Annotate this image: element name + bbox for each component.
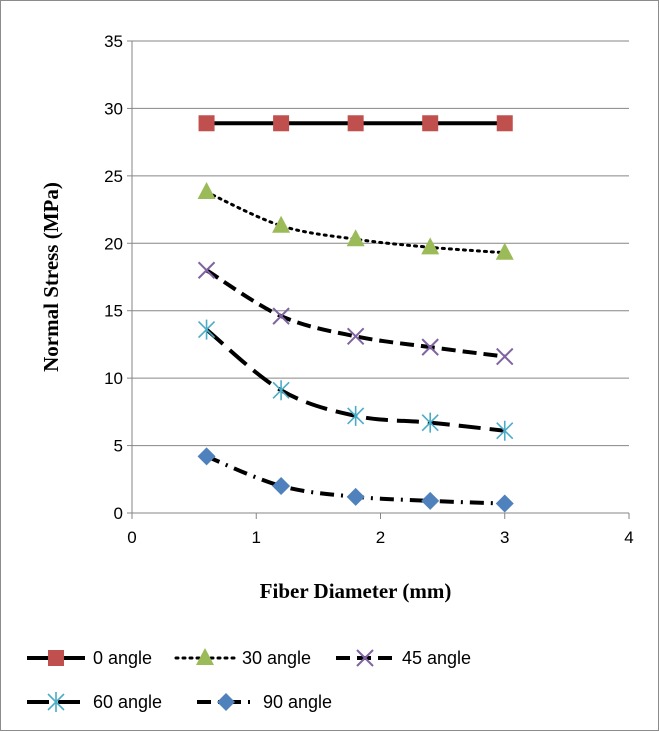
- data-point: [347, 115, 364, 132]
- series-line: [205, 268, 506, 359]
- data-point: [197, 447, 216, 466]
- legend-label: 45 angle: [402, 648, 471, 668]
- series-90-angle: [197, 447, 514, 513]
- data-point: [496, 115, 513, 132]
- legend-marker: [47, 692, 65, 712]
- data-point: [421, 237, 440, 255]
- legend: 0 angle 30 angle 45 angle 60 angle 90 angle: [27, 648, 471, 712]
- series-group: [197, 115, 514, 513]
- series-60-angle: [197, 319, 514, 441]
- legend-label: 60 angle: [93, 692, 162, 712]
- data-point: [495, 242, 514, 260]
- axes: 0 5 10 15 20 25 30 35 0 1 2 3 4: [104, 32, 634, 547]
- data-point: [272, 477, 291, 496]
- legend-marker: [356, 649, 374, 667]
- data-point: [421, 338, 439, 356]
- legend-item: 60 angle: [27, 692, 162, 712]
- series-line: [205, 190, 507, 255]
- legend-marker: [196, 648, 214, 665]
- data-point: [272, 380, 290, 401]
- y-tick-label: 15: [104, 302, 123, 321]
- legend-label: 0 angle: [93, 648, 152, 668]
- data-point: [346, 487, 365, 506]
- data-point: [272, 307, 290, 325]
- series-30-angle: [197, 182, 514, 260]
- data-point: [346, 229, 365, 247]
- y-tick-label: 30: [104, 99, 123, 118]
- data-point: [496, 420, 514, 441]
- x-axis-title: Fiber Diameter (mm): [260, 579, 452, 603]
- data-point: [197, 182, 216, 200]
- x-tick-label: 1: [252, 528, 261, 547]
- data-point: [273, 115, 290, 132]
- series-0-angle: [198, 115, 513, 132]
- y-tick-label: 20: [104, 234, 123, 253]
- data-point: [421, 491, 440, 510]
- legend-item: 0 angle: [27, 648, 152, 668]
- data-point: [496, 347, 514, 366]
- data-point: [421, 412, 439, 433]
- y-axis-title: Normal Stress (MPa): [39, 182, 63, 372]
- x-tick-label: 0: [127, 528, 136, 547]
- data-point: [197, 261, 216, 279]
- x-tick-label: 3: [500, 528, 509, 547]
- data-point: [197, 319, 216, 340]
- legend-label: 30 angle: [242, 648, 311, 668]
- gridlines: [132, 40, 629, 447]
- legend-marker: [48, 650, 64, 666]
- data-point: [422, 115, 439, 132]
- legend-label: 90 angle: [263, 692, 332, 712]
- data-point: [272, 215, 291, 233]
- y-tick-label: 10: [104, 369, 123, 388]
- y-tick-label: 5: [114, 437, 123, 456]
- x-tick-label: 4: [624, 528, 633, 547]
- y-tick-label: 25: [104, 167, 123, 186]
- data-point: [198, 115, 215, 132]
- data-point: [347, 405, 365, 426]
- y-tick-label: 0: [114, 504, 123, 523]
- y-tick-label: 35: [104, 32, 123, 51]
- x-tick-label: 2: [376, 528, 385, 547]
- data-point: [495, 494, 514, 513]
- legend-item: 90 angle: [197, 692, 332, 712]
- legend-marker: [217, 693, 235, 711]
- legend-item: 30 angle: [174, 648, 311, 668]
- series-45-angle: [197, 261, 514, 366]
- data-point: [346, 327, 365, 346]
- legend-item: 45 angle: [336, 648, 471, 668]
